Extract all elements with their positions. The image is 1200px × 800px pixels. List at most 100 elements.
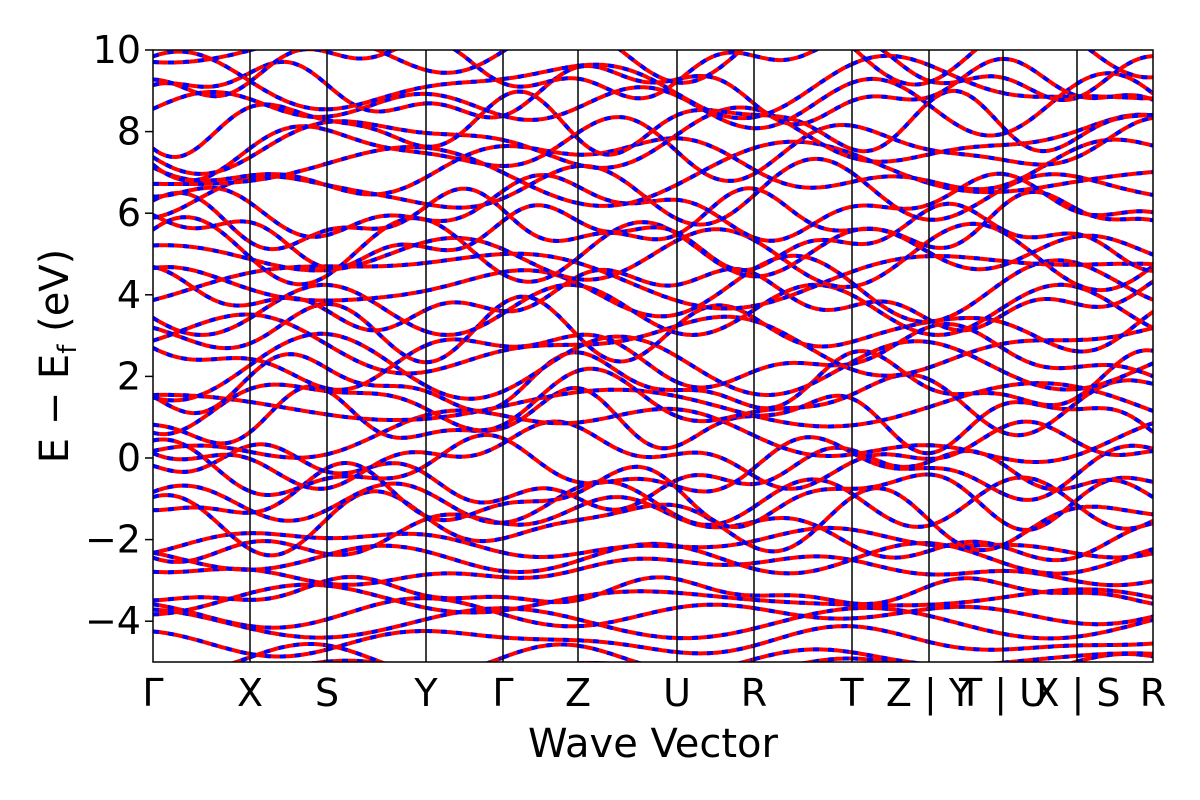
band-line-blue: [248, 124, 328, 150]
band-line-blue: [928, 313, 1005, 333]
band-line-blue: [502, 65, 579, 118]
band-line-blue: [754, 593, 853, 606]
band-line-blue: [1076, 233, 1153, 257]
band-line-blue: [501, 208, 579, 244]
band-line-red: [675, 193, 756, 227]
band-line-blue: [577, 219, 678, 235]
band-line-blue: [249, 50, 259, 53]
band-line-red: [850, 472, 931, 491]
band-line-blue: [929, 443, 1004, 461]
band-line-blue: [425, 571, 504, 580]
y-tick-label: −4: [85, 599, 141, 643]
band-line-blue: [577, 366, 678, 419]
band-line-red: [501, 345, 580, 394]
band-line-blue: [326, 242, 427, 271]
band-line-blue: [326, 213, 427, 238]
band-line-blue: [153, 185, 252, 205]
band-line-blue: [928, 604, 1004, 613]
band-line-red: [927, 472, 1005, 525]
band-line-blue: [153, 540, 251, 564]
band-line-blue: [502, 490, 579, 506]
x-tick-label: X | S: [1033, 671, 1120, 716]
band-line-red: [927, 201, 1005, 232]
band-line-blue: [425, 77, 504, 89]
x-tick-label: Y: [413, 671, 438, 715]
band-line-blue: [928, 639, 1004, 652]
band-line-blue: [753, 433, 853, 458]
band-line-blue: [249, 531, 327, 541]
band-line-blue: [249, 382, 328, 394]
band-line-blue: [424, 472, 504, 505]
band-line-red: [752, 315, 854, 349]
band-line-red: [424, 406, 505, 433]
band-line-blue: [327, 288, 427, 303]
band-line-red: [1075, 112, 1153, 141]
band-line-blue: [153, 50, 251, 65]
band-line-red: [675, 450, 756, 479]
band-line-blue: [325, 388, 427, 440]
band-line-red: [248, 516, 329, 558]
band-line-blue: [850, 281, 930, 324]
x-tick-label: X: [237, 671, 263, 715]
band-line-red: [1075, 261, 1153, 302]
band-line-blue: [1002, 228, 1078, 240]
band-line-blue: [928, 143, 1004, 157]
band-line-blue: [577, 281, 678, 319]
band-line-red: [1075, 421, 1153, 458]
band-line-red: [927, 171, 1005, 207]
band-line-blue: [1002, 453, 1078, 464]
band-line-blue: [851, 174, 930, 184]
band-line-blue: [928, 386, 1004, 397]
band-line-blue: [928, 613, 1004, 636]
band-line-blue: [502, 368, 579, 427]
band-line-blue: [753, 557, 853, 576]
band-line-red: [799, 656, 854, 662]
band-line-blue: [576, 113, 678, 157]
band-line-red: [675, 136, 756, 172]
band-line-blue: [675, 486, 755, 529]
band-line-blue: [852, 50, 930, 87]
band-line-blue: [425, 151, 504, 168]
band-line-blue: [928, 341, 1004, 370]
band-line-blue: [1086, 50, 1153, 80]
band-line-blue: [248, 79, 327, 112]
band-line-blue: [502, 558, 579, 574]
band-line-blue: [425, 593, 504, 601]
band-line-blue: [153, 602, 251, 628]
band-line-red: [1001, 56, 1079, 98]
band-line-red: [675, 414, 756, 448]
band-line-red: [850, 349, 931, 391]
band-line-red: [1075, 279, 1153, 309]
y-tick-label: −2: [85, 518, 141, 562]
band-line-blue: [752, 316, 853, 349]
band-line-blue: [153, 437, 251, 494]
band-line-red: [675, 227, 756, 243]
band-line-blue: [577, 267, 678, 288]
band-line-blue: [424, 186, 505, 212]
y-tick-label: 4: [117, 273, 141, 317]
band-line-blue: [928, 147, 1004, 162]
band-line-blue: [1002, 400, 1077, 412]
band-line-blue: [425, 217, 505, 276]
band-line-blue: [577, 495, 678, 520]
band-line-red: [153, 669, 250, 678]
band-line-red: [675, 504, 756, 527]
band-line-blue: [928, 250, 1004, 272]
band-line-red: [1001, 419, 1079, 445]
band-line-blue: [425, 130, 504, 142]
band-line-blue: [1001, 230, 1078, 287]
band-line-red: [850, 76, 931, 107]
y-axis-label-main: E − E: [32, 354, 78, 464]
band-line-blue: [425, 441, 505, 459]
y-tick-label: 8: [117, 110, 141, 154]
band-line-blue: [577, 502, 678, 522]
band-line-red: [617, 50, 679, 85]
band-line-blue: [851, 605, 930, 618]
band-line-blue: [153, 346, 251, 362]
band-line-red: [927, 88, 1005, 130]
band-line-red: [850, 405, 931, 428]
band-line-blue: [325, 83, 427, 114]
band-line-blue: [676, 626, 755, 641]
band-line-blue: [851, 624, 930, 644]
band-line-blue: [249, 538, 328, 556]
